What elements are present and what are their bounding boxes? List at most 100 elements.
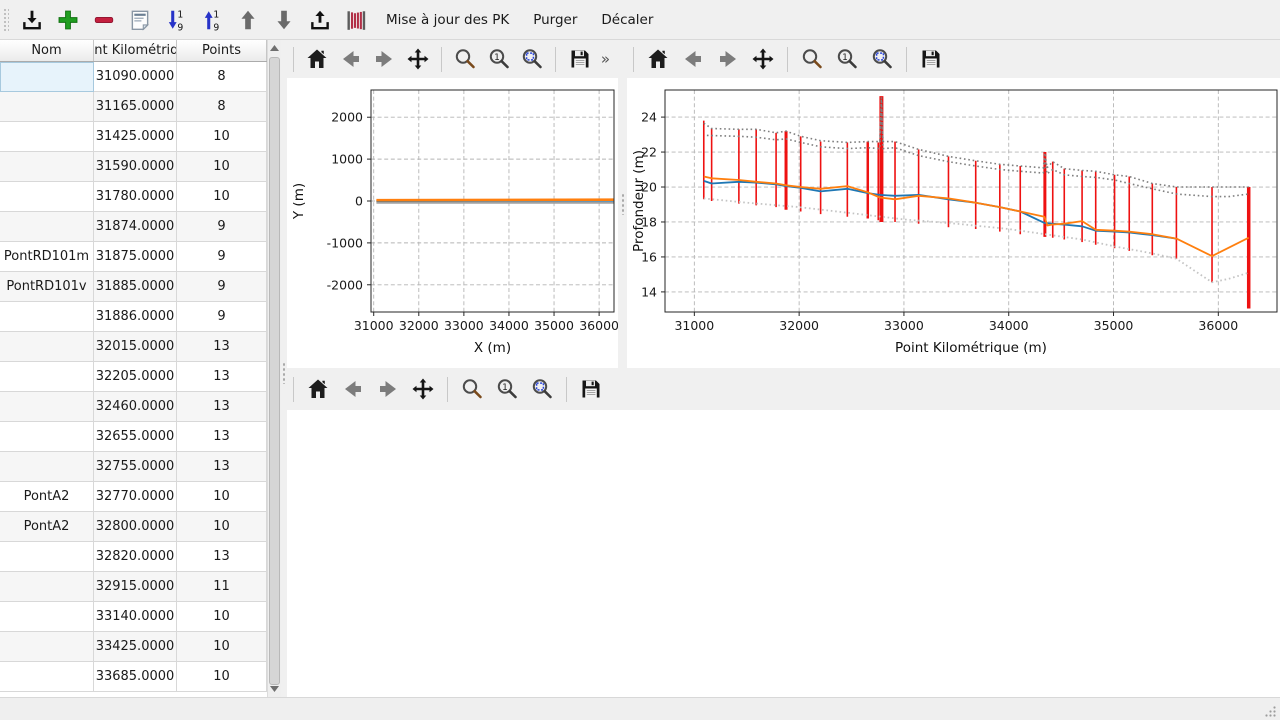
cell-points[interactable]: 13 bbox=[177, 362, 267, 392]
table-row[interactable]: 32460.0000 13 bbox=[0, 392, 267, 422]
table-body[interactable]: 31090.0000 8 31165.0000 8 31425.0000 10 31590.… bbox=[0, 62, 267, 697]
table-row[interactable]: 31590.0000 10 bbox=[0, 152, 267, 182]
plots-splitter[interactable] bbox=[618, 40, 627, 368]
cell-points[interactable]: 13 bbox=[177, 392, 267, 422]
nav-forward-button[interactable] bbox=[715, 46, 741, 72]
nav-save-button[interactable] bbox=[918, 46, 944, 72]
nav-zoom-selection-button[interactable] bbox=[869, 46, 895, 72]
cell-nom[interactable] bbox=[0, 62, 94, 92]
nav-pan-button[interactable] bbox=[750, 46, 776, 72]
column-header-pk[interactable]: Point Kilométrique bbox=[94, 40, 177, 61]
table-row[interactable]: 32015.0000 13 bbox=[0, 332, 267, 362]
cell-pk[interactable]: 32205.0000 bbox=[94, 362, 177, 392]
cell-points[interactable]: 8 bbox=[177, 62, 267, 92]
cell-pk[interactable]: 31874.0000 bbox=[94, 212, 177, 242]
cell-nom[interactable] bbox=[0, 182, 94, 212]
resize-grip-icon[interactable] bbox=[1263, 704, 1277, 718]
profiles-button[interactable] bbox=[341, 4, 371, 36]
add-button[interactable] bbox=[53, 4, 83, 36]
nav-zoom-one-button[interactable]: 1 bbox=[486, 46, 511, 72]
cell-points[interactable]: 13 bbox=[177, 542, 267, 572]
cell-nom[interactable] bbox=[0, 332, 94, 362]
nav-save-button[interactable] bbox=[578, 376, 604, 402]
cell-points[interactable]: 10 bbox=[177, 152, 267, 182]
cell-points[interactable]: 8 bbox=[177, 92, 267, 122]
remove-button[interactable] bbox=[89, 4, 119, 36]
cell-nom[interactable] bbox=[0, 572, 94, 602]
nav-zoom-button[interactable] bbox=[459, 376, 485, 402]
cell-nom[interactable] bbox=[0, 152, 94, 182]
nav-save-button[interactable] bbox=[567, 46, 592, 72]
cell-nom[interactable] bbox=[0, 92, 94, 122]
cell-points[interactable]: 9 bbox=[177, 272, 267, 302]
notes-button[interactable] bbox=[125, 4, 155, 36]
cell-pk[interactable]: 33425.0000 bbox=[94, 632, 177, 662]
table-plots-splitter[interactable] bbox=[281, 40, 287, 697]
toolbar-grip[interactable] bbox=[2, 6, 9, 33]
move-up-button[interactable] bbox=[233, 4, 263, 36]
table-row[interactable]: 31874.0000 9 bbox=[0, 212, 267, 242]
table-row[interactable]: PontA2 32800.0000 10 bbox=[0, 512, 267, 542]
cell-points[interactable]: 10 bbox=[177, 182, 267, 212]
cell-points[interactable]: 9 bbox=[177, 212, 267, 242]
cell-pk[interactable]: 33685.0000 bbox=[94, 662, 177, 692]
cell-points[interactable]: 9 bbox=[177, 302, 267, 332]
cell-points[interactable]: 9 bbox=[177, 242, 267, 272]
nav-zoom-one-button[interactable]: 1 bbox=[834, 46, 860, 72]
move-down-button[interactable] bbox=[269, 4, 299, 36]
nav-zoom-one-button[interactable]: 1 bbox=[494, 376, 520, 402]
cell-pk[interactable]: 31886.0000 bbox=[94, 302, 177, 332]
cell-pk[interactable]: 31780.0000 bbox=[94, 182, 177, 212]
column-header-nom[interactable]: Nom bbox=[0, 40, 94, 61]
cell-pk[interactable]: 32655.0000 bbox=[94, 422, 177, 452]
nav-forward-button[interactable] bbox=[372, 46, 397, 72]
cell-nom[interactable]: PontA2 bbox=[0, 482, 94, 512]
table-row[interactable]: 31165.0000 8 bbox=[0, 92, 267, 122]
table-row[interactable]: PontRD101m 31875.0000 9 bbox=[0, 242, 267, 272]
cell-pk[interactable]: 31885.0000 bbox=[94, 272, 177, 302]
cell-points[interactable]: 11 bbox=[177, 572, 267, 602]
table-row[interactable]: 33140.0000 10 bbox=[0, 602, 267, 632]
nav-back-button[interactable] bbox=[338, 46, 363, 72]
nav-back-button[interactable] bbox=[680, 46, 706, 72]
cell-pk[interactable]: 32755.0000 bbox=[94, 452, 177, 482]
cell-nom[interactable] bbox=[0, 362, 94, 392]
cell-pk[interactable]: 32800.0000 bbox=[94, 512, 177, 542]
plan-view-canvas[interactable]: 31000 32000 33000 34000 35000 36000 -2000 -1000… bbox=[287, 78, 618, 368]
cell-pk[interactable]: 32770.0000 bbox=[94, 482, 177, 512]
cell-nom[interactable] bbox=[0, 122, 94, 152]
nav-zoom-selection-button[interactable] bbox=[529, 376, 555, 402]
cell-nom[interactable]: PontA2 bbox=[0, 512, 94, 542]
nav-home-button[interactable] bbox=[305, 46, 330, 72]
sort-descending-button[interactable]: 1 9 bbox=[161, 4, 191, 36]
column-header-points[interactable]: Points bbox=[177, 40, 267, 61]
table-row[interactable]: 31886.0000 9 bbox=[0, 302, 267, 332]
update-pk-button[interactable]: Mise à jour des PK bbox=[377, 6, 518, 34]
nav-home-button[interactable] bbox=[305, 376, 331, 402]
nav-home-button[interactable] bbox=[645, 46, 671, 72]
cell-pk[interactable]: 32915.0000 bbox=[94, 572, 177, 602]
table-row[interactable]: 32655.0000 13 bbox=[0, 422, 267, 452]
cell-pk[interactable]: 31590.0000 bbox=[94, 152, 177, 182]
cell-pk[interactable]: 33140.0000 bbox=[94, 602, 177, 632]
cell-pk[interactable]: 31165.0000 bbox=[94, 92, 177, 122]
bottom-plot-canvas[interactable] bbox=[287, 410, 1280, 697]
table-scrollbar[interactable] bbox=[267, 40, 281, 697]
cell-pk[interactable]: 31875.0000 bbox=[94, 242, 177, 272]
cell-nom[interactable] bbox=[0, 452, 94, 482]
table-row[interactable]: 32205.0000 13 bbox=[0, 362, 267, 392]
cell-points[interactable]: 10 bbox=[177, 662, 267, 692]
toolbar-extension-button[interactable]: » bbox=[600, 50, 610, 68]
cell-points[interactable]: 10 bbox=[177, 632, 267, 662]
cell-points[interactable]: 10 bbox=[177, 122, 267, 152]
cell-nom[interactable]: PontRD101m bbox=[0, 242, 94, 272]
table-row[interactable]: 33685.0000 10 bbox=[0, 662, 267, 692]
cell-nom[interactable] bbox=[0, 212, 94, 242]
nav-zoom-button[interactable] bbox=[799, 46, 825, 72]
nav-zoom-button[interactable] bbox=[453, 46, 478, 72]
nav-zoom-selection-button[interactable] bbox=[520, 46, 545, 72]
cell-pk[interactable]: 32460.0000 bbox=[94, 392, 177, 422]
cell-nom[interactable]: PontRD101v bbox=[0, 272, 94, 302]
cell-nom[interactable] bbox=[0, 632, 94, 662]
table-row[interactable]: 32820.0000 13 bbox=[0, 542, 267, 572]
